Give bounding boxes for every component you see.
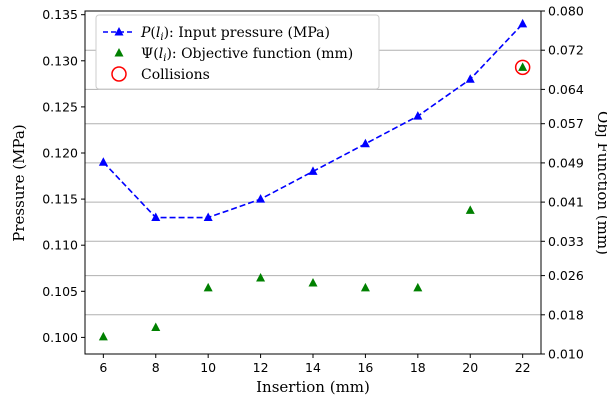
legend-label-objective: Ψ(li): Objective function (mm) — [141, 46, 353, 64]
pressure-data-point — [98, 157, 108, 166]
pressure-data-point — [203, 212, 213, 222]
plot-area — [98, 18, 531, 341]
objective-data-point — [308, 277, 318, 287]
pressure-data-point — [308, 166, 318, 175]
x-tick-label: 12 — [253, 360, 269, 375]
legend-marker-collisions — [111, 66, 127, 82]
right-y-axis-ticks: 0.010 0.018 0.026 0.033 0.041 0.049 0.057 0.064… — [541, 4, 584, 362]
collision-marker — [514, 59, 531, 76]
x-axis-ticks: 6 8 10 12 14 16 18 20 22 — [99, 354, 531, 375]
legend-box — [95, 14, 380, 90]
objective-data-point — [465, 205, 475, 214]
left-y-tick-label: 0.110 — [42, 238, 78, 253]
objective-data-point — [203, 282, 213, 292]
objective-data-point — [98, 331, 108, 341]
x-tick-label: 14 — [305, 360, 321, 375]
right-y-tick-label: 0.080 — [548, 4, 584, 19]
right-y-tick-label: 0.026 — [548, 268, 584, 283]
right-y-tick-label: 0.072 — [548, 43, 584, 58]
x-axis-title: Insertion (mm) — [256, 378, 370, 396]
x-tick-label: 6 — [99, 360, 107, 375]
x-tick-label: 20 — [462, 360, 478, 375]
pressure-data-point — [465, 74, 475, 83]
pressure-data-point — [413, 111, 423, 120]
objective-data-point — [151, 322, 161, 332]
left-y-tick-label: 0.120 — [42, 145, 78, 160]
x-tick-label: 8 — [152, 360, 160, 375]
x-tick-label: 16 — [357, 360, 373, 375]
legend-marker-pressure — [114, 27, 124, 36]
pressure-data-point — [360, 138, 370, 148]
objective-data-point — [518, 62, 528, 71]
right-y-tick-label: 0.041 — [548, 195, 584, 210]
x-tick-label: 18 — [410, 360, 426, 375]
pressure-data-point — [518, 18, 528, 28]
right-y-tick-label: 0.010 — [548, 347, 584, 362]
pressure-data-point — [256, 194, 266, 203]
left-y-tick-label: 0.135 — [42, 7, 78, 22]
left-y-axis-ticks: 0.100 0.105 0.110 0.115 0.120 0.125 0.130 0.135 — [42, 7, 85, 345]
left-y-tick-label: 0.100 — [42, 330, 78, 345]
right-y-tick-label: 0.033 — [548, 234, 584, 249]
right-y-tick-label: 0.049 — [548, 155, 584, 170]
legend-label-collisions: Collisions — [141, 67, 210, 83]
left-y-tick-label: 0.130 — [42, 53, 78, 68]
objective-data-point — [413, 282, 423, 292]
right-y-tick-label: 0.057 — [548, 116, 584, 131]
right-y-axis-title: Obj Function (mm) — [594, 111, 607, 255]
left-y-tick-label: 0.105 — [42, 284, 78, 299]
left-y-axis-title: Pressure (MPa) — [10, 124, 28, 241]
legend: P(li): Input pressure (MPa) Ψ(li): Objec… — [95, 14, 380, 90]
legend-marker-objective — [114, 48, 124, 57]
left-y-tick-label: 0.115 — [42, 192, 78, 207]
right-y-tick-label: 0.064 — [548, 82, 584, 97]
legend-label-pressure: P(li): Input pressure (MPa) — [140, 25, 330, 43]
left-y-tick-label: 0.125 — [42, 99, 78, 114]
objective-data-point — [360, 282, 370, 292]
x-tick-label: 22 — [515, 360, 531, 375]
objective-data-point — [256, 273, 266, 282]
pressure-data-point — [151, 212, 161, 222]
x-tick-label: 10 — [200, 360, 216, 375]
right-y-tick-label: 0.018 — [548, 307, 584, 322]
